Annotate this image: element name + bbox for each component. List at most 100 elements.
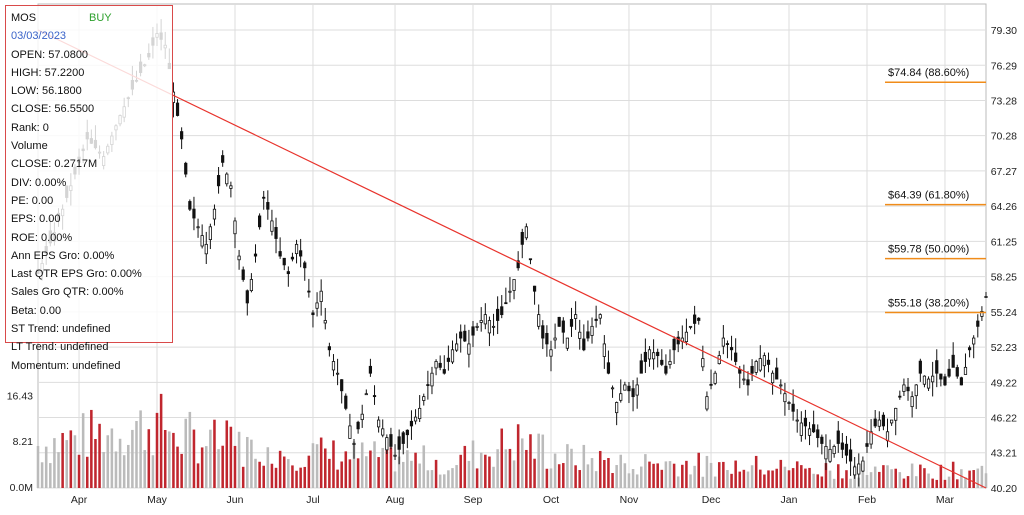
candle-body <box>561 320 565 333</box>
volume-bar <box>471 440 475 488</box>
candle-body <box>381 428 385 436</box>
candle-body <box>303 262 307 269</box>
volume-bar <box>763 474 766 488</box>
month-tick-label: Dec <box>702 494 721 506</box>
volume-bar <box>209 429 212 488</box>
candle-body <box>688 325 693 328</box>
candle-body <box>323 320 327 324</box>
candle-body <box>397 436 401 450</box>
candle-body <box>647 349 652 360</box>
volume-bar <box>61 432 64 488</box>
trendline-layer <box>37 29 987 489</box>
candle-body <box>861 460 865 472</box>
price-tick-label: 64.26 <box>991 201 1017 213</box>
candle-body <box>360 413 364 421</box>
price-tick-label: 46.22 <box>991 412 1017 424</box>
volume-bar <box>681 464 684 488</box>
candle-body <box>438 362 442 368</box>
volume-bar <box>869 472 873 488</box>
volume-bar <box>836 464 840 488</box>
candle-body <box>783 393 787 403</box>
candle-body <box>766 359 771 365</box>
candle-body <box>520 232 524 245</box>
volume-bar <box>804 468 807 488</box>
candle-body <box>615 402 619 414</box>
volume-bar <box>377 457 380 488</box>
candle-body <box>344 395 348 409</box>
volume-bar <box>508 448 512 488</box>
volume-bar <box>545 468 549 488</box>
candle-body <box>734 352 738 362</box>
candle-body <box>799 422 803 436</box>
volume-bar <box>566 444 569 488</box>
month-tick-label: Nov <box>620 494 639 506</box>
volume-bar <box>488 456 491 488</box>
candle-body <box>762 355 766 367</box>
candle-body <box>270 220 274 232</box>
candle-body <box>594 318 598 321</box>
volume-bar <box>800 465 803 488</box>
candle-body <box>557 316 561 327</box>
volume-label: Volume <box>11 140 48 153</box>
volume-bar <box>122 455 126 488</box>
candle-body <box>922 375 927 385</box>
candle-body <box>266 202 270 210</box>
stock-info-panel: MOS BUY 03/03/2023 OPEN: 57.0800 HIGH: 57… <box>5 5 173 372</box>
candle-body <box>795 419 799 422</box>
candle-body <box>496 308 500 321</box>
candle-body <box>307 290 311 293</box>
ann-eps-gro-value: Ann EPS Gro: 0.00% <box>11 249 115 262</box>
volume-bar <box>188 411 192 488</box>
candle-body <box>918 360 922 374</box>
candle-body <box>262 196 266 199</box>
volume-bar <box>939 464 943 488</box>
volume-bar <box>258 461 261 488</box>
volume-bar <box>541 434 545 488</box>
volume-bar <box>812 473 815 488</box>
volume-bar <box>98 423 101 488</box>
fib-level-label: $59.78 (50.00%) <box>888 244 969 256</box>
candle-body <box>319 290 323 302</box>
volume-bar <box>873 466 877 488</box>
volume-bar <box>779 459 783 488</box>
volume-bar <box>270 463 274 488</box>
candle-body <box>241 269 245 280</box>
volume-bar <box>713 476 717 488</box>
candle-body <box>836 430 840 444</box>
candle-body <box>475 325 479 328</box>
price-tick-label: 76.29 <box>991 60 1017 72</box>
month-tick-label: Jan <box>781 494 798 506</box>
candle-body <box>582 338 586 351</box>
candle-body <box>972 337 976 345</box>
volume-bar <box>319 437 323 488</box>
close-value: CLOSE: 56.5500 <box>11 103 95 116</box>
volume-bar <box>49 463 52 488</box>
volume-bar <box>204 446 208 488</box>
candle-body <box>180 131 184 140</box>
high-value: HIGH: 57.2200 <box>11 66 85 79</box>
candle-body <box>816 429 820 439</box>
volume-bar <box>336 469 339 488</box>
volume-bar <box>520 438 524 488</box>
volume-bar <box>262 465 265 488</box>
candle-body <box>902 384 906 392</box>
candle-body <box>364 393 368 396</box>
candle-body <box>512 279 516 291</box>
volume-bar <box>664 461 668 488</box>
volume-bar <box>143 450 146 488</box>
volume-tick-label: 0.0M <box>10 482 33 494</box>
volume-bar <box>525 449 528 488</box>
volume-bar <box>705 455 709 488</box>
volume-bar <box>397 456 401 488</box>
volume-bar <box>434 459 438 488</box>
volume-bar <box>151 455 155 488</box>
candle-body <box>656 351 660 357</box>
volume-bar <box>730 473 733 488</box>
volume-bar <box>500 428 504 488</box>
candle-body <box>931 375 935 383</box>
candle-body <box>434 361 438 369</box>
candle-body <box>693 314 697 324</box>
volume-bar <box>557 464 561 488</box>
volume-bar <box>57 452 60 488</box>
candle-body <box>963 366 968 375</box>
